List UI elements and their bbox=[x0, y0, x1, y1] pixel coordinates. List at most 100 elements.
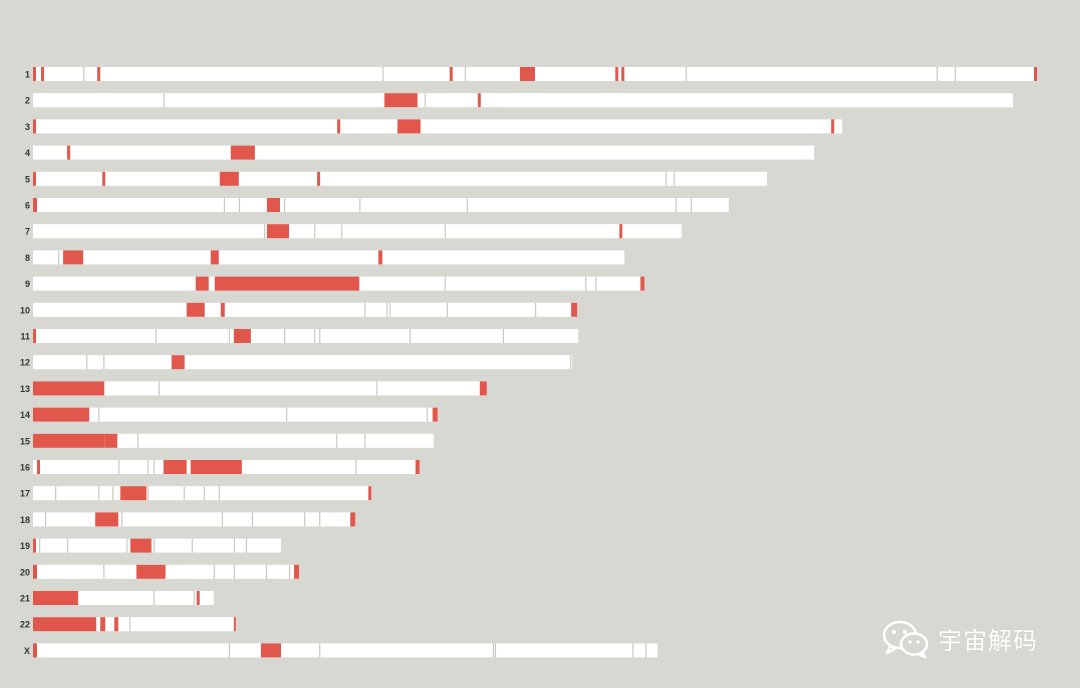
chromosome-bar bbox=[33, 119, 843, 134]
chromosome-label: X bbox=[24, 646, 30, 656]
band-separator bbox=[319, 329, 321, 343]
band-separator bbox=[153, 460, 155, 474]
band-separator bbox=[213, 564, 215, 579]
band-separator bbox=[936, 67, 938, 81]
band-separator bbox=[103, 564, 105, 579]
band-separator bbox=[535, 302, 537, 317]
highlighted-region bbox=[33, 329, 37, 343]
highlighted-region bbox=[37, 460, 41, 474]
highlighted-region bbox=[219, 171, 239, 186]
band-separator bbox=[147, 486, 149, 501]
band-separator bbox=[223, 198, 225, 212]
chromosome-label: 17 bbox=[20, 489, 30, 499]
highlighted-region bbox=[186, 302, 205, 317]
band-separator bbox=[147, 460, 149, 474]
chromosome-label: 11 bbox=[20, 332, 30, 342]
band-separator bbox=[126, 538, 128, 553]
band-separator bbox=[251, 512, 254, 527]
band-separator bbox=[585, 276, 587, 291]
highlighted-region bbox=[100, 617, 106, 632]
highlighted-region bbox=[432, 407, 438, 422]
band-separator bbox=[314, 224, 316, 239]
highlighted-region bbox=[63, 250, 84, 265]
band-separator bbox=[289, 564, 291, 579]
band-separator bbox=[98, 486, 100, 501]
band-separator bbox=[424, 93, 426, 108]
band-separator bbox=[426, 407, 428, 422]
highlighted-region bbox=[33, 591, 79, 605]
highlighted-region bbox=[33, 643, 38, 658]
highlighted-region bbox=[120, 486, 147, 501]
band-separator bbox=[112, 486, 114, 501]
highlighted-region bbox=[136, 564, 166, 579]
highlighted-region bbox=[266, 224, 290, 239]
chromosome-bar bbox=[33, 145, 815, 160]
chromosome-bar bbox=[33, 538, 281, 553]
highlighted-region bbox=[210, 250, 219, 265]
band-separator bbox=[364, 433, 366, 448]
band-separator bbox=[245, 538, 248, 553]
chromosome-label: 20 bbox=[20, 567, 30, 577]
band-separator bbox=[673, 171, 675, 186]
band-separator bbox=[238, 198, 241, 212]
band-separator bbox=[58, 250, 60, 265]
chromosome-label: 22 bbox=[20, 620, 30, 630]
highlighted-region bbox=[114, 617, 119, 632]
highlighted-region bbox=[615, 67, 619, 81]
chromosome-bar bbox=[33, 198, 729, 212]
band-separator bbox=[158, 381, 160, 396]
highlighted-region bbox=[33, 381, 105, 396]
highlighted-region bbox=[33, 564, 38, 579]
chromosome-label: 19 bbox=[20, 541, 30, 551]
highlighted-region bbox=[337, 119, 341, 134]
chromosome-bar bbox=[33, 93, 1013, 108]
chromosome-label: 18 bbox=[20, 515, 30, 525]
band-separator bbox=[444, 224, 446, 239]
highlighted-region bbox=[317, 171, 321, 186]
highlighted-region bbox=[378, 250, 383, 265]
chromosome-label: 4 bbox=[25, 148, 30, 158]
highlighted-region bbox=[260, 643, 281, 658]
band-separator bbox=[193, 591, 195, 605]
band-separator bbox=[502, 329, 505, 343]
band-separator bbox=[55, 486, 57, 501]
band-separator bbox=[86, 355, 88, 370]
band-separator bbox=[67, 538, 69, 553]
band-separator bbox=[492, 643, 495, 658]
highlighted-region bbox=[195, 276, 209, 291]
highlighted-region bbox=[33, 171, 37, 186]
chromosome-label: 8 bbox=[25, 253, 30, 263]
highlighted-region bbox=[368, 486, 372, 501]
band-separator bbox=[685, 67, 687, 81]
highlighted-region bbox=[33, 538, 37, 553]
highlighted-region bbox=[479, 381, 487, 396]
chromosome-label: 12 bbox=[20, 358, 30, 368]
band-separator bbox=[675, 198, 677, 212]
highlighted-region bbox=[67, 145, 71, 160]
watermark: 宇宙解码 bbox=[880, 618, 1038, 658]
highlighted-region bbox=[130, 538, 152, 553]
band-separator bbox=[155, 329, 157, 343]
chromosome-label: 2 bbox=[25, 96, 30, 106]
chromosome-label: 16 bbox=[20, 463, 30, 473]
chromosome-bar bbox=[33, 355, 573, 370]
chromosome-bar bbox=[33, 433, 434, 448]
chromosome-label: 15 bbox=[20, 436, 30, 446]
band-separator bbox=[954, 67, 956, 81]
highlighted-region bbox=[33, 198, 38, 212]
highlighted-region bbox=[519, 67, 535, 81]
band-separator bbox=[153, 591, 155, 605]
band-separator bbox=[665, 171, 667, 186]
highlighted-region bbox=[171, 355, 185, 370]
highlighted-region bbox=[33, 407, 90, 422]
chromosome-label: 7 bbox=[25, 227, 30, 237]
band-separator bbox=[466, 198, 468, 212]
band-separator bbox=[191, 538, 193, 553]
chromosome-label: 9 bbox=[25, 279, 30, 289]
highlighted-region bbox=[1033, 67, 1037, 81]
chromosome-label: 3 bbox=[25, 122, 30, 132]
highlighted-region bbox=[41, 67, 45, 81]
band-separator bbox=[570, 355, 572, 370]
